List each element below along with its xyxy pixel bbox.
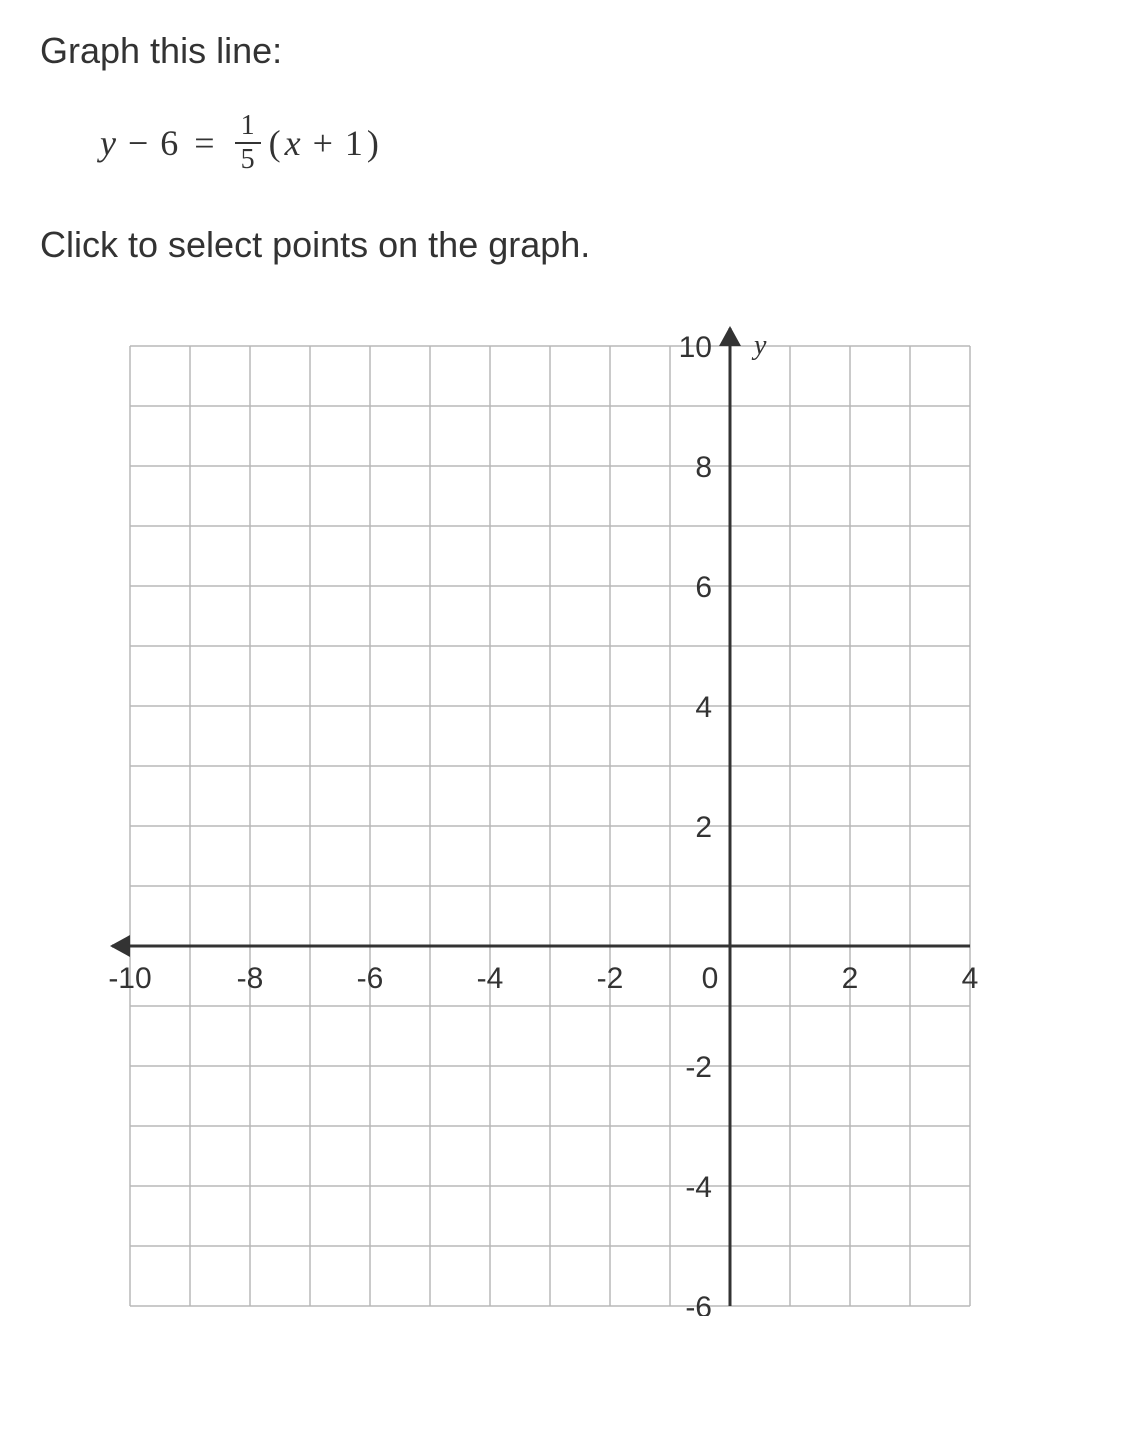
equation-plus: + (313, 122, 333, 164)
equation-close-paren: ) (367, 122, 379, 164)
x-tick-label: 4 (962, 962, 979, 995)
equation-fraction: 1 5 (235, 112, 261, 174)
y-tick-label: -6 (685, 1291, 712, 1316)
equation-open-paren: ( (269, 122, 281, 164)
fraction-numerator: 1 (235, 112, 261, 142)
x-axis-arrow-left-icon (110, 935, 130, 957)
equation-equals: = (194, 122, 214, 164)
equation-lhs-const: 6 (160, 122, 178, 164)
origin-label: 0 (702, 962, 719, 995)
x-tick-label: -4 (477, 962, 504, 995)
equation-minus: − (128, 122, 148, 164)
y-tick-label: -4 (685, 1171, 712, 1204)
x-tick-label: -6 (357, 962, 384, 995)
graph-container: y -10 -8 -6 -4 -2 2 4 0 10 8 6 4 2 -2 -4 -6 (100, 326, 1099, 1321)
y-tick-label: 10 (679, 331, 712, 364)
x-tick-label: 2 (842, 962, 859, 995)
instruction-text: Click to select points on the graph. (40, 224, 1099, 266)
equation-rhs-var: x (285, 122, 301, 164)
y-tick-label: 2 (695, 811, 712, 844)
equation-lhs-var: y (100, 122, 116, 164)
coordinate-grid[interactable]: y -10 -8 -6 -4 -2 2 4 0 10 8 6 4 2 -2 -4 -6 (100, 326, 980, 1316)
y-axis-label: y (751, 330, 767, 361)
y-tick-label: 8 (695, 451, 712, 484)
y-tick-label: 4 (695, 691, 712, 724)
y-tick-label: -2 (685, 1051, 712, 1084)
x-tick-label: -8 (237, 962, 264, 995)
fraction-denominator: 5 (235, 142, 261, 174)
equation: y − 6 = 1 5 ( x + 1 ) (100, 112, 1099, 174)
x-tick-label: -2 (597, 962, 624, 995)
y-tick-label: 6 (695, 571, 712, 604)
prompt-title: Graph this line: (40, 30, 1099, 72)
x-tick-label: -10 (108, 962, 151, 995)
y-axis-arrow-up-icon (719, 326, 741, 346)
equation-rhs-const: 1 (345, 122, 363, 164)
